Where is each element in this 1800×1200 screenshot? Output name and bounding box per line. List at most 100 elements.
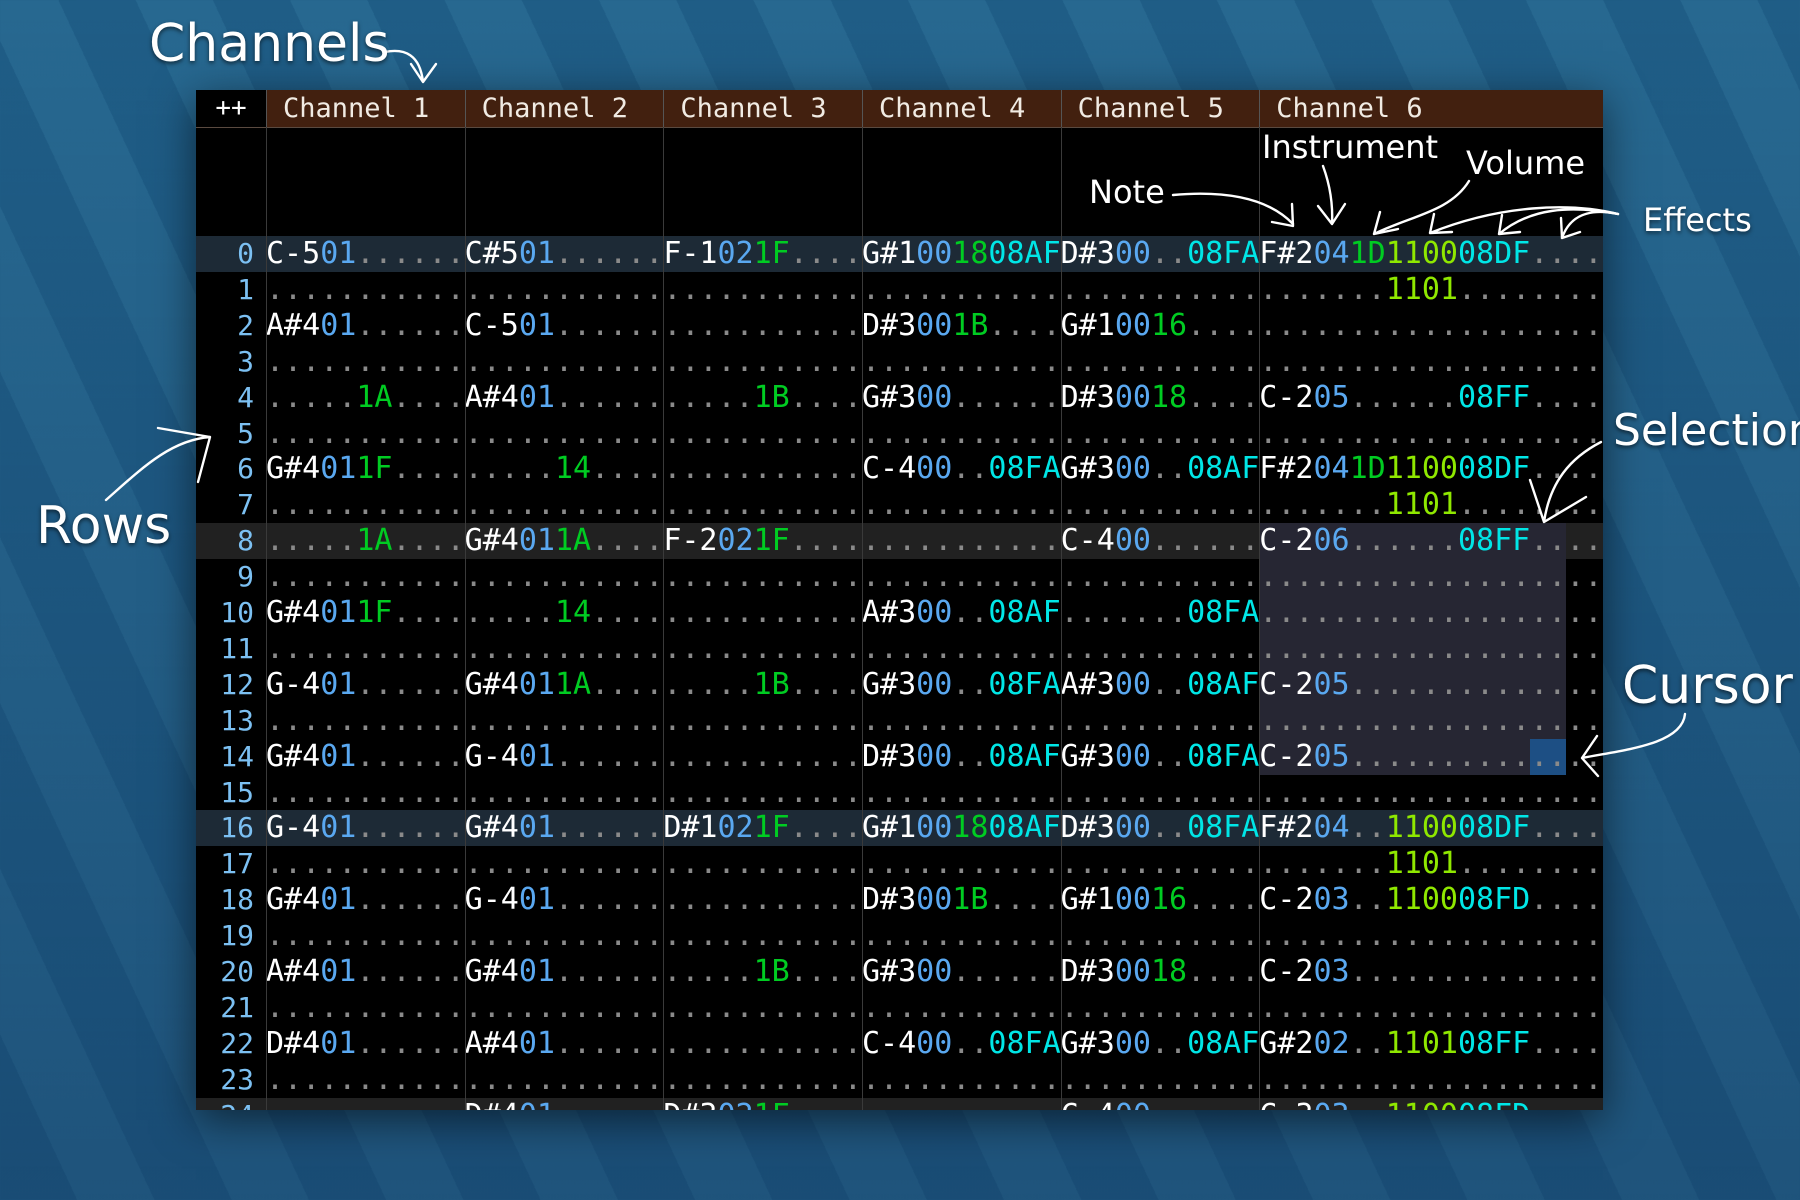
pattern-cell[interactable]: ...........: [663, 918, 862, 954]
effect-field[interactable]: 08DF: [1457, 236, 1531, 271]
instrument-field[interactable]: ..: [320, 989, 357, 1025]
volume-field[interactable]: 14: [554, 451, 592, 487]
effect-field[interactable]: ....: [591, 343, 664, 379]
instrument-field[interactable]: ..: [320, 1098, 356, 1110]
pattern-cell[interactable]: G-401......: [465, 739, 664, 775]
effect-field[interactable]: ....: [1187, 307, 1260, 343]
pattern-cell[interactable]: A#401......: [266, 954, 465, 990]
volume-field[interactable]: ..: [554, 738, 592, 774]
pattern-row[interactable]: 2 A#401...... C-501................. D#3001…: [196, 308, 1603, 344]
instrument-field[interactable]: ..: [1114, 343, 1151, 379]
instrument-field[interactable]: ..: [1313, 415, 1350, 451]
effect-field[interactable]: ....: [1530, 954, 1603, 989]
instrument-field[interactable]: ..: [1313, 989, 1350, 1025]
volume-field[interactable]: ..: [753, 1061, 790, 1097]
effect-field[interactable]: ....: [988, 882, 1061, 918]
pattern-cell[interactable]: G#300..08AF: [1061, 451, 1260, 487]
volume-field[interactable]: ..: [952, 774, 989, 810]
effect-field[interactable]: 08FA: [988, 451, 1061, 487]
pattern-cell[interactable]: C-501......: [266, 236, 465, 272]
pattern-row[interactable]: 11......................................…: [196, 630, 1603, 667]
instrument-field[interactable]: ..: [916, 774, 953, 810]
pattern-cell[interactable]: ...........: [663, 739, 862, 775]
effect-field[interactable]: ....: [1530, 451, 1603, 487]
instrument-field[interactable]: 01: [518, 738, 555, 774]
effect-field[interactable]: ....: [591, 236, 664, 271]
effect-field[interactable]: ....: [988, 846, 1061, 882]
note-field[interactable]: D#3: [1060, 379, 1115, 415]
note-field[interactable]: ...: [862, 1098, 916, 1110]
pattern-cell[interactable]: ...........: [862, 1062, 1061, 1098]
effect-field[interactable]: ....: [1385, 774, 1458, 810]
note-field[interactable]: ...: [1060, 774, 1115, 810]
pattern-cell[interactable]: ...........: [862, 631, 1061, 667]
note-field[interactable]: ...: [663, 451, 718, 487]
note-field[interactable]: ...: [861, 487, 917, 523]
note-field[interactable]: F#2: [1259, 810, 1314, 846]
instrument-field[interactable]: ..: [916, 702, 953, 738]
note-field[interactable]: G#4: [464, 523, 519, 559]
note-field[interactable]: ...: [1259, 343, 1314, 379]
effect-field[interactable]: 1101: [1385, 487, 1458, 523]
note-field[interactable]: G#3: [861, 954, 917, 989]
instrument-field[interactable]: 00: [916, 236, 953, 271]
note-field[interactable]: ...: [1259, 846, 1314, 882]
effect-field[interactable]: ....: [1457, 846, 1531, 882]
note-field[interactable]: ...: [1259, 702, 1314, 738]
pattern-cell[interactable]: .......1101........: [1259, 846, 1602, 882]
effect-field[interactable]: 08AF: [988, 236, 1061, 271]
note-field[interactable]: C-3: [1259, 1098, 1313, 1110]
effect-field[interactable]: ....: [591, 1098, 663, 1110]
note-field[interactable]: ...: [1259, 774, 1314, 810]
volume-field[interactable]: ..: [952, 738, 989, 774]
pattern-cell[interactable]: G-401......: [266, 667, 465, 703]
effect-field[interactable]: 08FA: [1187, 810, 1260, 846]
pattern-row[interactable]: 24...........D#401......D#3021F.........…: [196, 1097, 1603, 1110]
volume-field[interactable]: 1B: [753, 954, 790, 989]
pattern-cell[interactable]: C-206......08FF....: [1259, 523, 1602, 559]
note-field[interactable]: C-2: [1259, 954, 1314, 989]
pattern-cell[interactable]: ...................: [1259, 990, 1602, 1026]
pattern-row[interactable]: 20 A#401...... G#401...... .....1B.... G#300…: [196, 954, 1603, 990]
note-field[interactable]: ...: [861, 271, 917, 307]
instrument-field[interactable]: ..: [1313, 774, 1350, 810]
volume-field[interactable]: ..: [753, 451, 790, 487]
note-field[interactable]: G#3: [1060, 1025, 1115, 1061]
instrument-field[interactable]: ..: [1114, 1061, 1151, 1097]
volume-field[interactable]: ..: [1150, 846, 1188, 882]
effect-field[interactable]: ....: [1457, 595, 1531, 630]
volume-field[interactable]: ..: [753, 1025, 790, 1061]
pattern-cell[interactable]: A#401......: [465, 1026, 664, 1062]
instrument-field[interactable]: ..: [1313, 702, 1350, 738]
pattern-cell[interactable]: .....14....: [465, 595, 664, 631]
note-field[interactable]: ...: [266, 918, 321, 954]
instrument-field[interactable]: ..: [916, 487, 953, 523]
effect-field[interactable]: ....: [1187, 702, 1260, 738]
note-field[interactable]: D#4: [266, 1025, 321, 1061]
volume-field[interactable]: ..: [1150, 487, 1188, 523]
pattern-cell[interactable]: ...........: [266, 559, 465, 595]
note-field[interactable]: G#2: [1259, 1025, 1314, 1061]
effect-field[interactable]: ....: [1385, 702, 1458, 738]
pattern-row[interactable]: 23......................................…: [196, 1062, 1603, 1098]
note-field[interactable]: ...: [663, 630, 718, 666]
note-field[interactable]: A#3: [861, 595, 917, 630]
instrument-field[interactable]: ..: [1114, 846, 1151, 882]
instrument-field[interactable]: ..: [717, 343, 754, 379]
instrument-field[interactable]: ..: [717, 379, 754, 415]
effect-field[interactable]: ....: [1385, 595, 1458, 630]
effect-field[interactable]: ....: [1385, 343, 1458, 379]
note-field[interactable]: ...: [1259, 630, 1314, 666]
effect-field[interactable]: 08AF: [988, 738, 1061, 774]
instrument-field[interactable]: 00: [1114, 882, 1151, 918]
instrument-field[interactable]: 01: [518, 523, 555, 559]
effect-field[interactable]: 08FF: [1457, 523, 1531, 559]
pattern-cell[interactable]: A#401......: [465, 380, 664, 416]
instrument-field[interactable]: ..: [1313, 846, 1350, 882]
note-field[interactable]: ...: [861, 343, 917, 379]
volume-field[interactable]: ..: [554, 846, 592, 882]
volume-field[interactable]: ..: [554, 415, 592, 451]
effect-field[interactable]: ....: [1457, 343, 1531, 379]
pattern-cell[interactable]: G-401......: [266, 810, 465, 846]
note-field[interactable]: ...: [1259, 918, 1314, 954]
